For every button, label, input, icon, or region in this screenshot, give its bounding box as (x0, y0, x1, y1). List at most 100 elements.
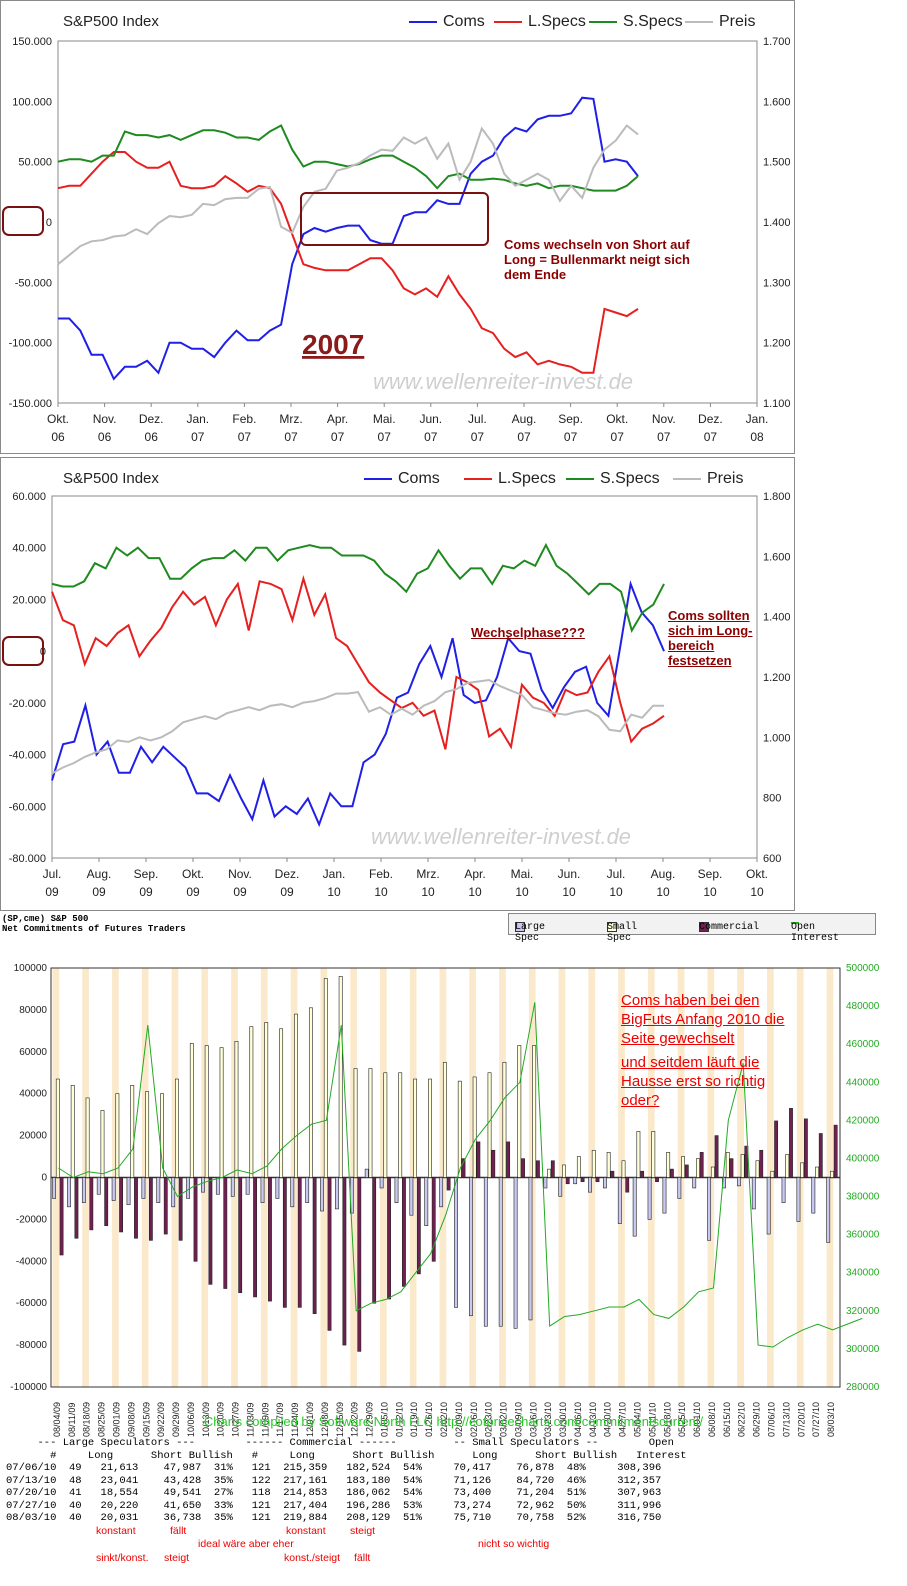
small-spec-bar (770, 1170, 775, 1178)
y-right-tick-label: 800 (763, 793, 781, 805)
small-spec-bar (85, 1097, 90, 1178)
y-right-tick-label: 480000 (846, 1001, 880, 1012)
series-line-preis (57, 124, 639, 265)
x-tick-label: 01/05/10 (379, 1402, 389, 1437)
x-tick-label: 12/08/09 (320, 1402, 330, 1437)
credit-line: Charts compiled by Software North LLC ht… (203, 1414, 704, 1429)
commercial-bar (402, 1177, 406, 1287)
x-tick-label: 10/20/09 (216, 1402, 226, 1437)
x-tick-label: 07 (564, 430, 578, 444)
x-tick-label: 08/03/10 (826, 1402, 836, 1437)
commercial-bar (536, 1160, 540, 1178)
commercial-bar (774, 1120, 779, 1178)
small-spec-bar (666, 1152, 671, 1178)
small-spec-bar (189, 1043, 194, 1178)
x-tick-label: 04/13/10 (588, 1402, 598, 1437)
large-spec-bar (826, 1177, 831, 1243)
x-tick-label: 07 (704, 430, 718, 444)
y-right-tick-label: 1.400 (763, 612, 791, 624)
y-left-tick-label: 40000 (19, 1089, 47, 1100)
y-right-tick-label: 460000 (846, 1039, 880, 1050)
x-tick-label: 09/08/09 (126, 1402, 136, 1437)
y-left-tick-label: -20.000 (9, 698, 46, 710)
large-spec-bar (766, 1177, 771, 1235)
y-left-tick-label: 150.000 (12, 36, 52, 48)
y-left-tick-label: 20.000 (12, 594, 46, 606)
x-tick-label: 12/29/09 (365, 1402, 375, 1437)
table-row: 08/03/10 40 20,031 36,738 35% 121 219,88… (6, 1512, 662, 1524)
series-line-lspecs (57, 151, 639, 374)
x-tick-label: 01/26/10 (424, 1402, 434, 1437)
commercial-bar (759, 1149, 764, 1178)
x-tick-label: 10/27/09 (231, 1402, 241, 1437)
small-spec-bar (457, 1080, 462, 1178)
chart-panel-2009-2010: S&P500 Index Coms L.Specs S.Specs Preis … (0, 457, 795, 911)
commercial-bar (461, 1158, 466, 1178)
large-spec-bar (409, 1177, 414, 1216)
legend-lspecs: L.Specs (464, 470, 556, 488)
x-tick-label: Feb. (232, 412, 256, 426)
large-spec-bar (96, 1177, 101, 1195)
commercial-bar (253, 1177, 257, 1298)
x-tick-label: 07 (331, 430, 345, 444)
small-spec-bar (160, 1093, 164, 1178)
x-tick-label: 03/23/10 (543, 1402, 553, 1437)
x-tick-label: 01/12/10 (394, 1402, 404, 1437)
large-spec-bar (67, 1177, 71, 1208)
commercial-bar (446, 1177, 451, 1191)
y-right-tick-label: 500000 (846, 963, 880, 974)
note: fällt (170, 1525, 187, 1537)
y-right-tick-label: 420000 (846, 1115, 880, 1126)
large-spec-bar (171, 1177, 176, 1208)
large-spec-bar (751, 1177, 756, 1210)
x-tick-label: Aug. (512, 412, 537, 426)
large-spec-bar (156, 1177, 161, 1203)
small-spec-bar (294, 1013, 298, 1178)
x-tick-label: 09 (45, 885, 59, 899)
x-tick-label: 10 (703, 885, 717, 899)
series-line-lspecs (51, 575, 665, 750)
y-right-tick-label: 1.700 (763, 36, 791, 48)
x-tick-label: 12/22/09 (350, 1402, 360, 1437)
x-tick-label: 10 (421, 885, 435, 899)
y-right-tick-label: 1.600 (763, 96, 791, 108)
small-spec-bar (130, 1085, 135, 1178)
large-spec-bar (573, 1177, 578, 1185)
cot-title: (SP,cme) S&P 500 (2, 914, 89, 924)
commercial-bar (372, 1177, 377, 1304)
large-spec-bar (275, 1177, 280, 1199)
x-tick-label: Jun. (419, 412, 442, 426)
plot-frame (57, 40, 758, 404)
y-left-tick-label: 0 (41, 1173, 47, 1184)
small-spec-bar (606, 1152, 611, 1178)
commercial-bar (178, 1177, 183, 1241)
y-right-tick-label: 1.300 (763, 277, 791, 289)
large-spec-bar (111, 1177, 116, 1201)
x-tick-label: 10 (562, 885, 576, 899)
large-spec-bar (498, 1177, 503, 1327)
commercial-bar (148, 1177, 153, 1241)
large-spec-bar (454, 1177, 458, 1308)
x-tick-label: 06/29/10 (752, 1402, 762, 1437)
x-tick-label: 02/16/10 (469, 1402, 479, 1437)
x-tick-label: 09 (186, 885, 200, 899)
commercial-bar (342, 1177, 347, 1346)
legend-coms: Coms (364, 470, 440, 488)
x-tick-label: 07 (238, 430, 252, 444)
x-tick-label: 10 (515, 885, 529, 899)
highlight-box-switch (300, 192, 489, 246)
commercial-bar (684, 1164, 689, 1178)
large-spec-bar (796, 1177, 801, 1222)
y-left-tick-label: -100000 (10, 1382, 47, 1393)
x-tick-label: Jul. (468, 412, 487, 426)
series-line-preis (51, 678, 664, 775)
x-tick-label: 08/25/09 (97, 1402, 107, 1437)
x-tick-label: 07/20/10 (796, 1402, 806, 1437)
x-tick-label: 08/11/09 (67, 1403, 77, 1437)
chart-title: S&P500 Index (63, 470, 159, 487)
x-tick-label: Nov. (228, 867, 252, 881)
large-spec-bar (558, 1177, 563, 1197)
small-spec-bar (55, 1078, 60, 1178)
y-right-tick-label: 1.200 (763, 338, 791, 350)
y-right-tick-label: 300000 (846, 1344, 880, 1355)
